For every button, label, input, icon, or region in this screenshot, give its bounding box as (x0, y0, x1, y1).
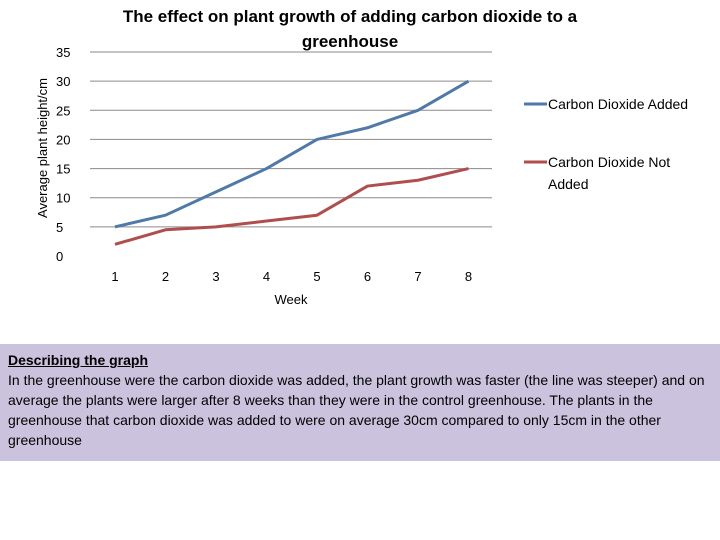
line-chart: The effect on plant growth of adding car… (35, 7, 688, 307)
series-line-2 (114, 167, 469, 246)
x-axis-label: Week (275, 292, 308, 307)
x-tick-label: 6 (364, 269, 371, 284)
y-tick-label: 5 (56, 220, 63, 235)
y-tick-label: 15 (56, 162, 70, 177)
y-tick-label: 35 (56, 45, 70, 60)
chart-title-line-1: The effect on plant growth of adding car… (123, 7, 578, 26)
x-tick-label: 8 (465, 269, 472, 284)
x-tick-label: 4 (263, 269, 270, 284)
series-line-1 (114, 79, 470, 229)
legend-label-1: Carbon Dioxide Added (548, 96, 688, 112)
x-tick-label: 7 (414, 269, 421, 284)
x-tick-label: 1 (111, 269, 118, 284)
x-tick-label: 2 (162, 269, 169, 284)
description-box: Describing the graph In the greenhouse w… (0, 344, 720, 461)
description-text: In the greenhouse were the carbon dioxid… (8, 372, 705, 448)
gridlines (90, 51, 492, 228)
y-tick-label: 0 (56, 249, 63, 264)
x-tick-label: 5 (313, 269, 320, 284)
y-axis-label: Average plant height/cm (35, 78, 50, 218)
x-tick-labels: 1 2 3 4 5 6 7 8 (111, 269, 472, 284)
legend: Carbon Dioxide Added Carbon Dioxide Not Ad… (524, 96, 688, 192)
y-tick-label: 30 (56, 74, 70, 89)
x-tick-label: 3 (212, 269, 219, 284)
chart-title-line-2: greenhouse (302, 32, 398, 51)
y-tick-label: 10 (56, 191, 70, 206)
description-heading: Describing the graph (8, 352, 149, 368)
y-tick-label: 20 (56, 132, 70, 147)
y-tick-label: 25 (56, 103, 70, 118)
y-tick-labels: 0 5 10 15 20 25 30 35 (56, 45, 70, 264)
legend-label-2: Carbon Dioxide Not (548, 154, 670, 170)
series-lines (114, 79, 470, 246)
legend-label-2: Added (548, 176, 588, 192)
